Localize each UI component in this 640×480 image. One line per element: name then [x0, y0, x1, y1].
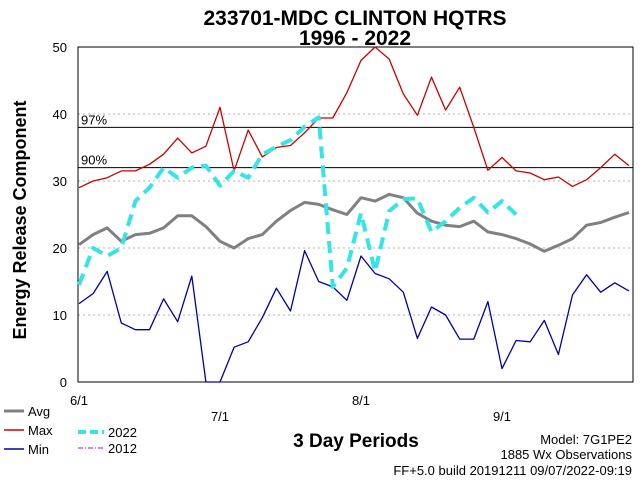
y-tick-30: 30: [53, 174, 67, 189]
legend-label-avg: Avg: [28, 404, 50, 419]
footer-observations: 1885 Wx Observations: [500, 447, 632, 462]
plot-frame: [77, 46, 634, 383]
legend-label-2022: 2022: [108, 425, 137, 440]
percentile-lines: 97% 90%: [78, 112, 633, 169]
legend-label-2012: 2012: [108, 441, 137, 456]
y-tick-10: 10: [53, 308, 67, 323]
legend-label-min: Min: [28, 442, 49, 457]
x-tick-8-1: 8/1: [352, 393, 370, 408]
x-tick-7-1: 7/1: [211, 409, 229, 424]
x-tick-9-1: 9/1: [493, 409, 511, 424]
series-lines: [77, 46, 630, 383]
x-tick-6-1: 6/1: [70, 393, 88, 408]
series-line-2022: [77, 115, 518, 289]
y-tick-labels: 0 10 20 30 40 50: [53, 40, 67, 390]
chart-title: 233701-MDC CLINTON HQTRS: [203, 7, 506, 30]
legend-label-max: Max: [28, 423, 53, 438]
percentile-label-1: 90%: [81, 153, 107, 168]
y-tick-20: 20: [53, 241, 67, 256]
x-axis-label: 3 Day Periods: [293, 431, 419, 452]
y-tick-50: 50: [53, 40, 67, 55]
footer-build: FF+5.0 build 20191211 09/07/2022-09:19: [393, 463, 632, 478]
y-tick-40: 40: [53, 107, 67, 122]
series-line-min: [78, 250, 630, 383]
legend: Avg Max Min 2022 2012: [4, 404, 137, 457]
x-tick-labels: 6/1 7/1 8/1 9/1: [70, 393, 511, 424]
footer-model: Model: 7G1PE2: [540, 432, 632, 447]
series-line-max: [78, 46, 630, 189]
y-axis-label: Energy Release Component: [10, 100, 30, 339]
y-tick-0: 0: [60, 375, 67, 390]
chart-subtitle: 1996 - 2022: [299, 27, 411, 50]
series-line-avg: [78, 192, 630, 253]
percentile-label-0: 97%: [81, 112, 107, 127]
